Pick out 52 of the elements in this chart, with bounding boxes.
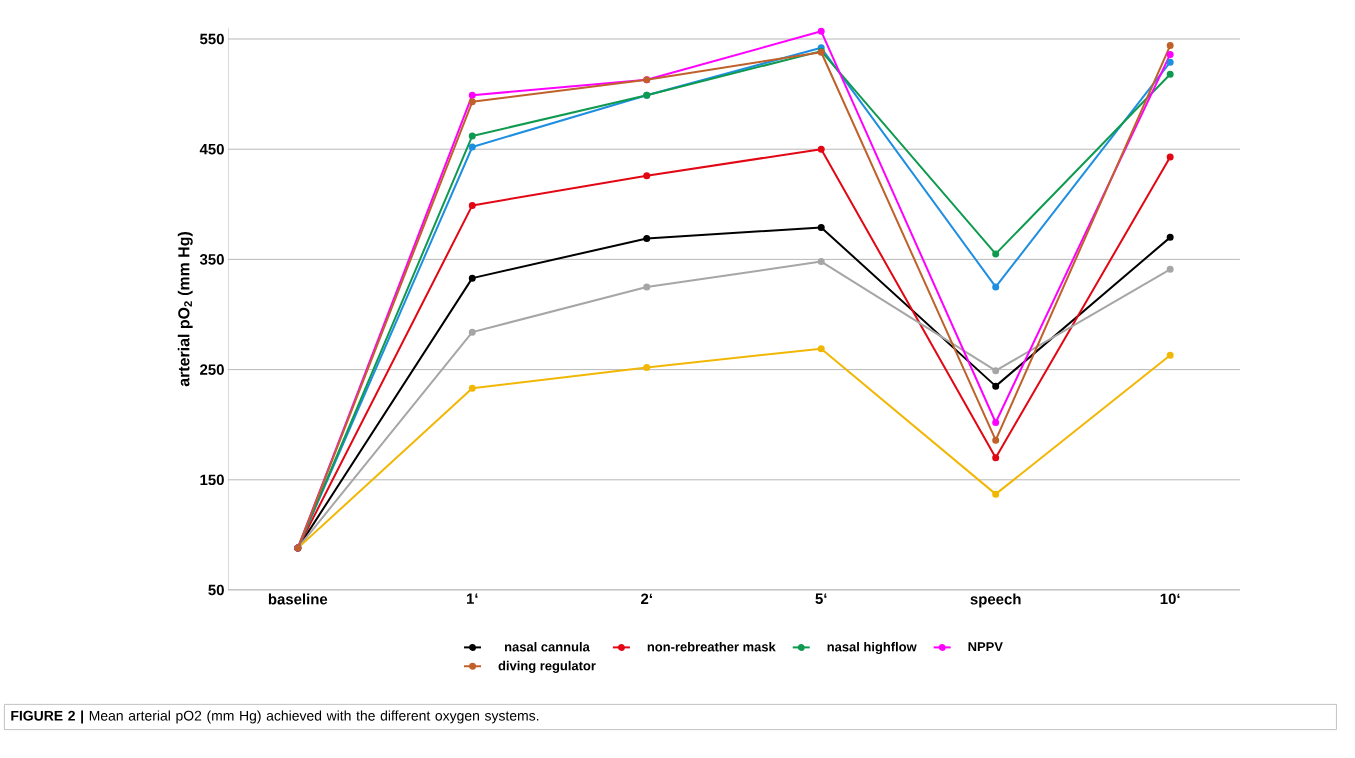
- point: [817, 345, 825, 353]
- point: [1166, 153, 1174, 161]
- point: [643, 234, 651, 242]
- point: [1166, 50, 1174, 58]
- point: [1166, 70, 1174, 78]
- point: [643, 172, 651, 180]
- point: [817, 223, 825, 231]
- y-tick-label: 150: [200, 474, 224, 486]
- point: [817, 27, 825, 35]
- point: [468, 132, 476, 140]
- point: [992, 250, 1000, 258]
- point: [992, 436, 1000, 444]
- point: [817, 145, 825, 153]
- x-tick-label: 10‘: [1160, 593, 1180, 605]
- x-tick-label: 1‘: [466, 593, 478, 604]
- point: [1166, 265, 1174, 273]
- point: [468, 328, 476, 336]
- x-tick-label: 2‘: [641, 593, 652, 604]
- point: [817, 258, 825, 266]
- point: [468, 143, 476, 151]
- point: [992, 283, 1000, 291]
- x-tick-label: baseline: [268, 593, 328, 605]
- legend-label: non-rebreather mask: [647, 641, 776, 652]
- point: [468, 91, 476, 99]
- x-tick-label: speech: [970, 593, 1021, 608]
- point: [643, 283, 651, 291]
- legend-label: diving regulator: [498, 660, 596, 673]
- y-tick-label: 550: [200, 33, 224, 45]
- y-axis-title: arterial pO$_{2}$ (mm Hg): [177, 232, 193, 387]
- point: [992, 419, 1000, 426]
- point: [468, 274, 476, 282]
- point: [1166, 351, 1174, 359]
- point: [992, 490, 1000, 498]
- text: FIGURE 2 | Mean arterial pO2 (mm Hg) achieved with the different oxygen systems.: [11, 710, 539, 724]
- legend-label: NPPV: [968, 642, 1003, 652]
- point: [1166, 233, 1174, 241]
- point: [992, 382, 1000, 390]
- point: [468, 384, 476, 392]
- point: [1166, 42, 1174, 50]
- legend-label: nasal highflow: [827, 641, 917, 655]
- y-tick-label: 50: [208, 584, 224, 596]
- legend-label: nasal cannula: [505, 641, 590, 652]
- x-tick-label: 5‘: [815, 593, 827, 604]
- point: [992, 454, 1000, 462]
- point: [992, 367, 1000, 375]
- y-tick-label: 250: [200, 364, 224, 375]
- point: [468, 201, 476, 209]
- y-tick-label: 350: [199, 254, 224, 265]
- point: [468, 98, 476, 106]
- point: [643, 363, 651, 371]
- point: [1166, 58, 1174, 66]
- y-tick-label: 450: [199, 143, 224, 155]
